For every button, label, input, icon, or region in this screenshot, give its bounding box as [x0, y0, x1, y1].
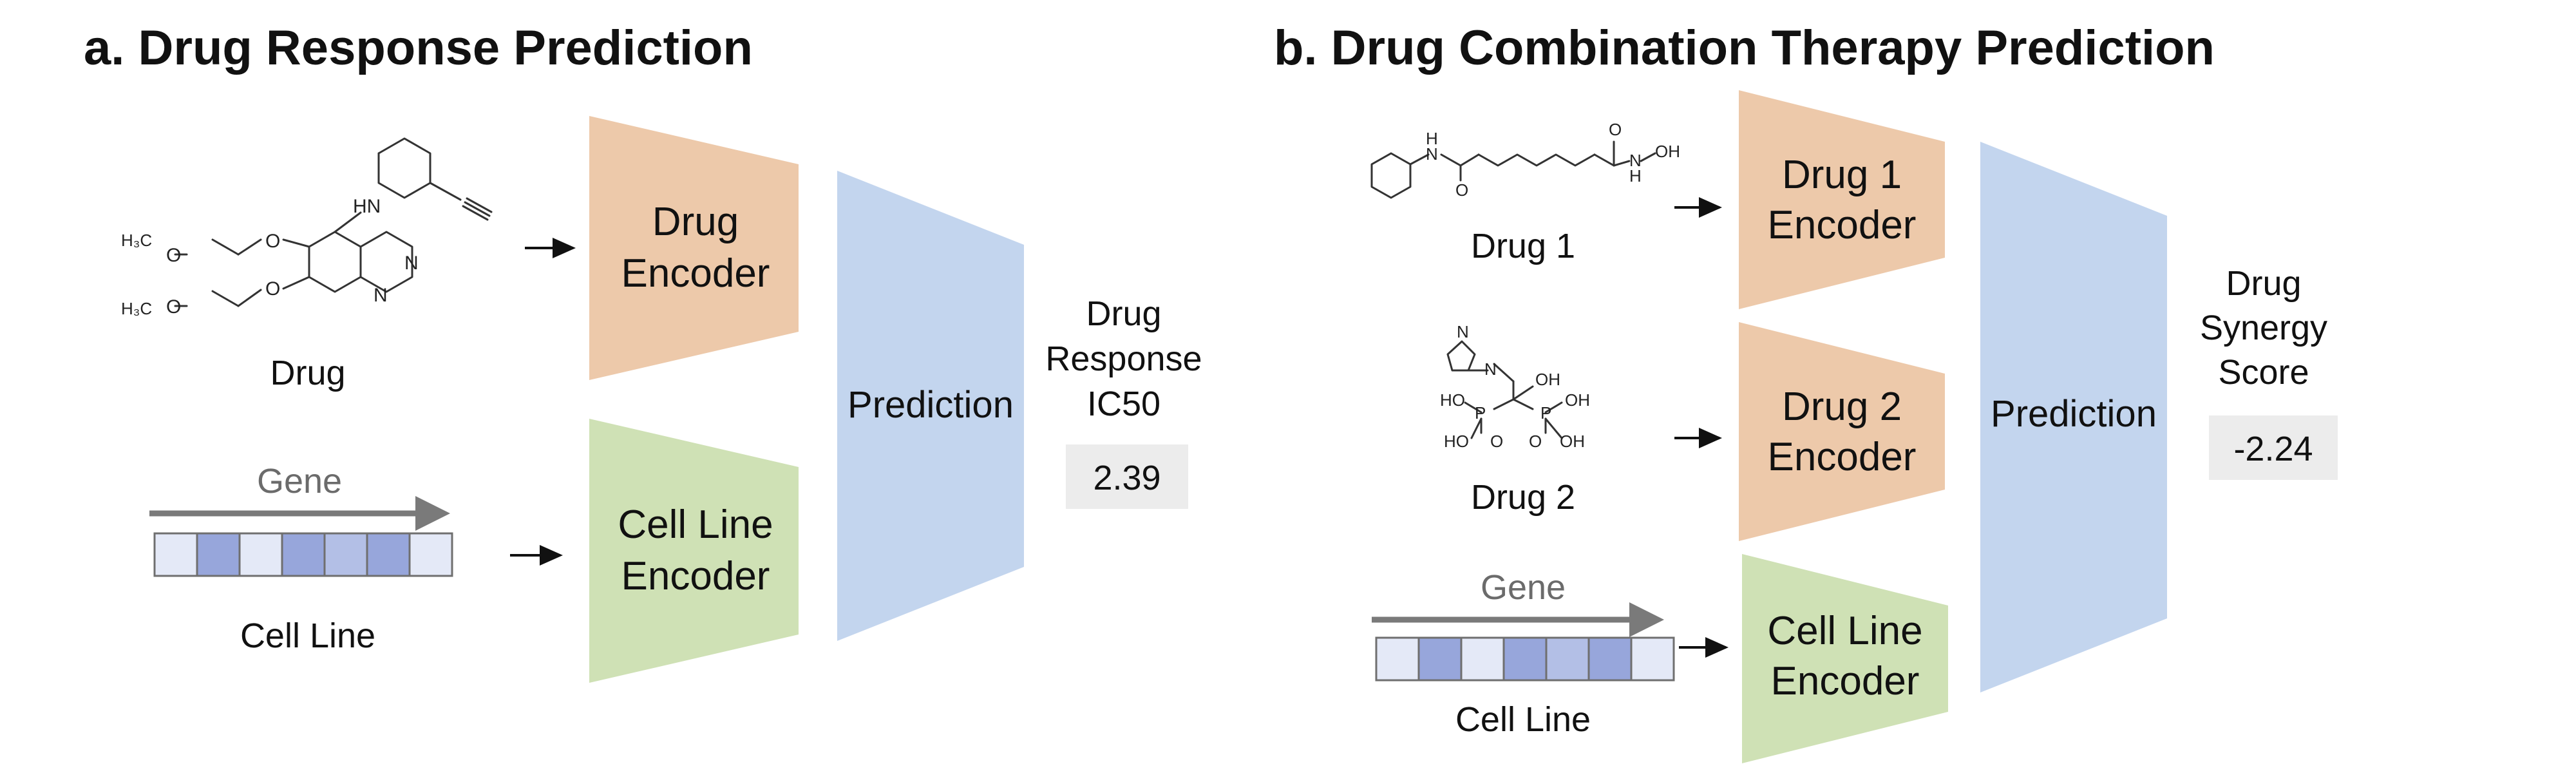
- cell-line-segment: [1630, 636, 1675, 682]
- drug2-encoder-label-1: Drug 2: [1782, 385, 1902, 429]
- drug2-encoder: [1739, 322, 1945, 541]
- output-label-1: Drug: [1086, 294, 1161, 333]
- atom-label: O: [265, 231, 280, 252]
- atom-label: O: [1529, 432, 1542, 451]
- atom-label: HO: [1444, 432, 1469, 451]
- cell-line-segment: [408, 532, 453, 577]
- atom-label: O: [1609, 120, 1622, 139]
- cell-line-segment: [281, 532, 326, 577]
- drug-caption: Drug: [270, 354, 345, 392]
- atom-label: OH: [1560, 432, 1585, 451]
- drug-encoder-label-1: Drug: [652, 200, 739, 244]
- atom-label: P: [1540, 403, 1551, 423]
- drug1-encoder: [1739, 90, 1945, 309]
- atom-label: H: [1629, 166, 1642, 186]
- cell-line-segment: [196, 532, 241, 577]
- cell-line-segment: [366, 532, 411, 577]
- atom-label: OH: [1655, 142, 1680, 161]
- cell-line-segment: [238, 532, 283, 577]
- output-label-1: Drug: [2226, 264, 2301, 303]
- atom-label: N: [1484, 359, 1497, 379]
- drug1-encoder-label-2: Encoder: [1768, 203, 1917, 247]
- atom-label: O: [1455, 180, 1468, 200]
- panel-b-title: b. Drug Combination Therapy Prediction: [1274, 21, 2215, 75]
- atom-label: N: [404, 253, 419, 274]
- cell-line-segment: [1545, 636, 1590, 682]
- atom-label: P: [1475, 403, 1486, 423]
- cell-line-segment: [1417, 636, 1463, 682]
- prediction-block: [1980, 142, 2167, 692]
- atom-label: HO: [1440, 390, 1465, 410]
- output-label-2: Synergy: [2200, 309, 2327, 347]
- cell-line-strip: [153, 532, 453, 577]
- drug1-molecule: H N O O OH N H: [1370, 120, 1680, 200]
- drug2-caption: Drug 2: [1471, 478, 1575, 517]
- cell-line-segment: [1502, 636, 1548, 682]
- atom-label: O: [166, 296, 181, 318]
- prediction-block: [837, 171, 1024, 641]
- atom-label: H₃C: [121, 231, 152, 250]
- output-value-box: [2209, 415, 2338, 480]
- atom-label: N: [374, 285, 388, 306]
- output-value: 2.39: [1093, 459, 1160, 497]
- cell-line-encoder: [1742, 554, 1948, 763]
- atom-label: N: [1426, 144, 1438, 164]
- atom-label: O: [1490, 432, 1503, 451]
- output-value: -2.24: [2233, 430, 2313, 468]
- gene-label: Gene: [257, 462, 342, 501]
- cell-line-encoder: [589, 419, 799, 683]
- prediction-label: Prediction: [1991, 393, 2157, 435]
- panel-b: b. Drug Combination Therapy Prediction H…: [1274, 21, 2338, 763]
- cell-line-encoder-label-1: Cell Line: [1767, 609, 1922, 653]
- cell-line-segment: [323, 532, 368, 577]
- drug1-caption: Drug 1: [1471, 227, 1575, 265]
- atom-label: HN: [353, 196, 381, 217]
- drug1-encoder-label-1: Drug 1: [1782, 153, 1902, 197]
- output-value-box: [1066, 444, 1188, 509]
- atom-label: N: [1457, 322, 1469, 341]
- drug2-molecule: N N OH HO P P OH HO O O OH: [1440, 322, 1590, 451]
- drug2-encoder-label-2: Encoder: [1768, 435, 1917, 479]
- cell-line-encoder-label-2: Encoder: [1771, 659, 1920, 703]
- atom-label: O: [265, 278, 280, 300]
- cell-line-segment: [1375, 636, 1420, 682]
- atom-label: N: [1629, 151, 1642, 170]
- cell-line-segment: [153, 532, 198, 577]
- drug-molecule: HN H₃C O O H₃C O O N N: [121, 137, 493, 318]
- gene-label: Gene: [1481, 568, 1566, 607]
- atom-label: OH: [1535, 370, 1560, 389]
- atom-label: O: [166, 245, 181, 266]
- cell-line-strip: [1375, 636, 1675, 682]
- output-label-3: Score: [2218, 353, 2309, 392]
- cell-line-segment: [1587, 636, 1633, 682]
- cell-line-encoder-label-1: Cell Line: [618, 502, 773, 547]
- cell-line-encoder-label-2: Encoder: [621, 554, 770, 598]
- atom-label: OH: [1565, 390, 1590, 410]
- drug-encoder-label-2: Encoder: [621, 251, 770, 296]
- atom-label: H₃C: [121, 299, 152, 318]
- panel-a-title: a. Drug Response Prediction: [84, 21, 753, 75]
- drug-encoder: [589, 116, 799, 380]
- output-label-3: IC50: [1087, 385, 1160, 423]
- atom-label: H: [1426, 129, 1438, 148]
- panel-a: a. Drug Response Prediction HN H₃C O O H: [84, 21, 1202, 683]
- cell-line-caption: Cell Line: [240, 616, 375, 655]
- prediction-label: Prediction: [848, 384, 1014, 426]
- cell-line-segment: [1460, 636, 1505, 682]
- cell-line-caption: Cell Line: [1455, 700, 1591, 739]
- output-label-2: Response: [1045, 339, 1202, 378]
